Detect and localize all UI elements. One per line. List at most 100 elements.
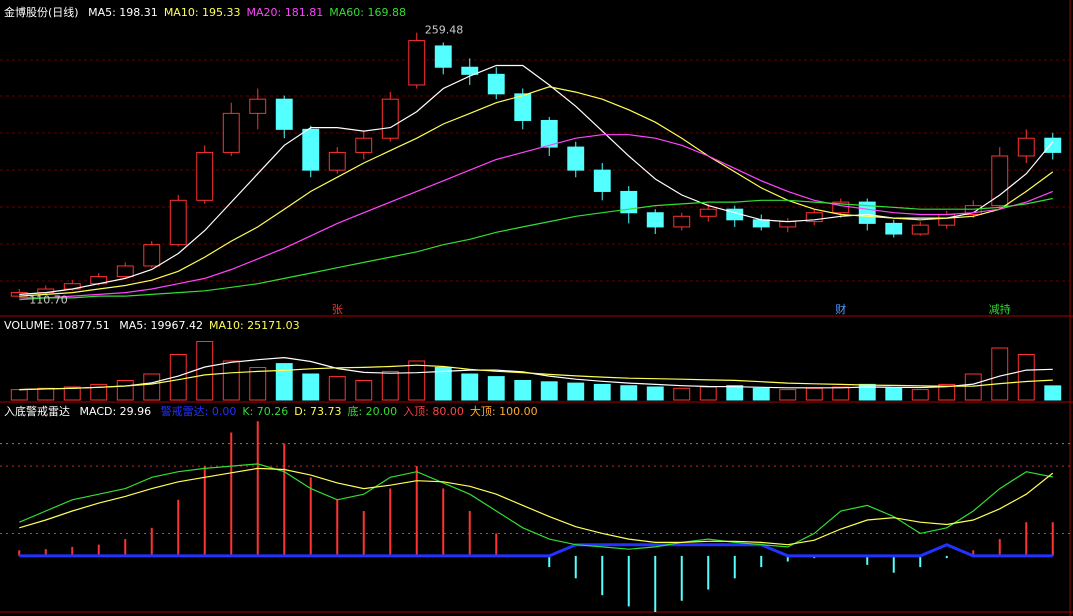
volume-bar <box>593 383 611 401</box>
volume-bar <box>328 376 346 401</box>
volume-bar <box>37 387 55 401</box>
series-line <box>19 134 1054 299</box>
candle-body <box>434 45 452 68</box>
volume-bar <box>805 387 823 401</box>
volume-bar <box>832 386 850 401</box>
candle-body <box>169 199 187 246</box>
candle-body <box>832 201 850 214</box>
high-annotation: 259.48 <box>425 24 464 37</box>
candle-body <box>620 190 638 214</box>
volume-bar <box>964 373 982 401</box>
legend-entry: MA5: 19967.42 <box>119 319 203 332</box>
candle-body <box>143 244 161 267</box>
candle-body <box>699 208 717 217</box>
volume-bar <box>222 360 240 401</box>
series-line <box>19 467 1054 546</box>
volume-bar <box>302 373 320 401</box>
candle-body <box>328 151 346 171</box>
volume-header: VOLUME: 10877.51 MA5: 19967.42 MA10: 2517… <box>4 319 312 332</box>
legend-entry: K: 70.26 <box>242 405 289 418</box>
candle-body <box>752 219 770 228</box>
volume-bar <box>699 386 717 401</box>
volume-bar <box>116 380 134 401</box>
volume-bar <box>487 376 505 401</box>
candle-body <box>275 98 293 130</box>
series-line <box>19 364 1053 391</box>
volume-bar <box>885 387 903 401</box>
candle-body <box>673 215 691 228</box>
volume-bar <box>169 354 187 401</box>
macd-label: MACD: 29.96 <box>79 405 152 418</box>
macd-header: 入底警戒雷达 MACD: 29.96 警戒雷达: 0.00 K: 70.26 D: … <box>4 403 550 419</box>
volume-bar <box>779 389 797 401</box>
candle-body <box>116 265 134 278</box>
candle-body <box>408 40 426 86</box>
volume-bar <box>1044 385 1062 401</box>
legend-entry: MA5: 198.31 <box>88 6 158 19</box>
candle-body <box>593 169 611 192</box>
legend-entry: D: 73.73 <box>294 405 342 418</box>
legend-entry: 入顶: 80.00 <box>403 405 464 418</box>
volume-bar <box>858 383 876 401</box>
volume-bar <box>90 383 108 401</box>
legend-entry: MA60: 169.88 <box>329 6 406 19</box>
volume-bar <box>752 387 770 401</box>
legend-entry: 警戒雷达: 0.00 <box>160 405 237 418</box>
candle-body <box>249 98 267 114</box>
candle-body <box>381 98 399 139</box>
volume-bar <box>514 380 532 401</box>
price-header: 金博股份(日线) MA5: 198.31 MA10: 195.33 MA20: 18… <box>4 4 418 20</box>
volume-bar <box>143 373 161 401</box>
candle-body <box>991 155 1009 207</box>
volume-bar <box>620 385 638 401</box>
volume-bar <box>355 380 373 401</box>
low-annotation: 110.70 <box>29 294 68 307</box>
volume-bar <box>196 341 214 401</box>
candle-body <box>938 214 956 226</box>
volume-bar <box>911 389 929 401</box>
legend: MA5: 198.31 MA10: 195.33 MA20: 181.81 MA60:… <box>88 6 412 19</box>
title: 入底警戒雷达 <box>4 405 70 418</box>
volume-bar <box>63 386 81 401</box>
volume-bar <box>461 373 479 401</box>
candle-body <box>196 151 214 201</box>
legend-entry: 大顶: 100.00 <box>469 405 538 418</box>
candle-body <box>779 221 797 228</box>
event-label: 减持 <box>989 302 1011 316</box>
candle-body <box>1044 137 1062 153</box>
candle-body <box>911 224 929 235</box>
candle-body <box>885 222 903 235</box>
volume-bar <box>275 363 293 401</box>
title: 金博股份(日线) <box>4 6 79 19</box>
candle-body <box>1017 137 1035 157</box>
candle-body <box>646 212 664 228</box>
series-line <box>19 543 1053 558</box>
candle-body <box>461 66 479 75</box>
volume-bar <box>726 385 744 401</box>
candle-body <box>567 146 585 171</box>
candle-body <box>858 201 876 224</box>
candle-body <box>514 93 532 121</box>
event-label: 财 <box>835 302 846 316</box>
series-line <box>19 197 1053 301</box>
candle-body <box>964 205 982 216</box>
legend-entry: MA20: 181.81 <box>246 6 324 19</box>
candle-body <box>540 119 558 148</box>
volume-bar <box>10 389 28 401</box>
series-line <box>19 64 1054 295</box>
candle-body <box>222 112 240 153</box>
volume-bar <box>249 367 267 401</box>
candle-body <box>805 212 823 223</box>
volume-bar <box>567 382 585 401</box>
title: VOLUME: 10877.51 <box>4 319 110 332</box>
volume-bar <box>381 370 399 401</box>
volume-bar <box>434 367 452 401</box>
series-line <box>19 86 1054 297</box>
candle-body <box>355 137 373 153</box>
event-label: 张 <box>332 303 343 316</box>
volume-bar <box>540 381 558 401</box>
volume-bar <box>1017 354 1035 401</box>
